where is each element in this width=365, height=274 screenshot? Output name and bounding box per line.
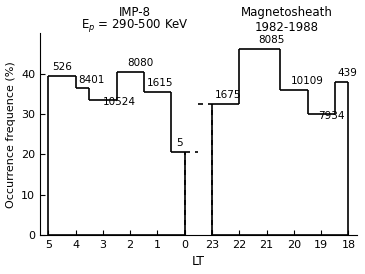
Text: 10524: 10524 — [103, 97, 136, 107]
Text: Magnetosheath: Magnetosheath — [241, 6, 333, 19]
Text: 8085: 8085 — [258, 35, 285, 45]
Text: 1982-1988: 1982-1988 — [255, 21, 319, 34]
Text: 8401: 8401 — [78, 75, 105, 85]
X-axis label: LT: LT — [192, 255, 205, 269]
Text: 439: 439 — [338, 68, 357, 78]
Text: 8080: 8080 — [127, 58, 154, 68]
Text: 5: 5 — [177, 138, 183, 148]
Y-axis label: Occurrence frequence (%): Occurrence frequence (%) — [5, 61, 16, 207]
Text: 1675: 1675 — [215, 90, 241, 100]
Text: 10109: 10109 — [291, 76, 324, 86]
Text: IMP-8: IMP-8 — [119, 6, 151, 19]
Text: E$_p$ = 290-500 KeV: E$_p$ = 290-500 KeV — [81, 17, 189, 34]
Text: 7934: 7934 — [318, 111, 345, 121]
Text: 526: 526 — [52, 62, 72, 72]
Text: 1615: 1615 — [146, 78, 173, 88]
